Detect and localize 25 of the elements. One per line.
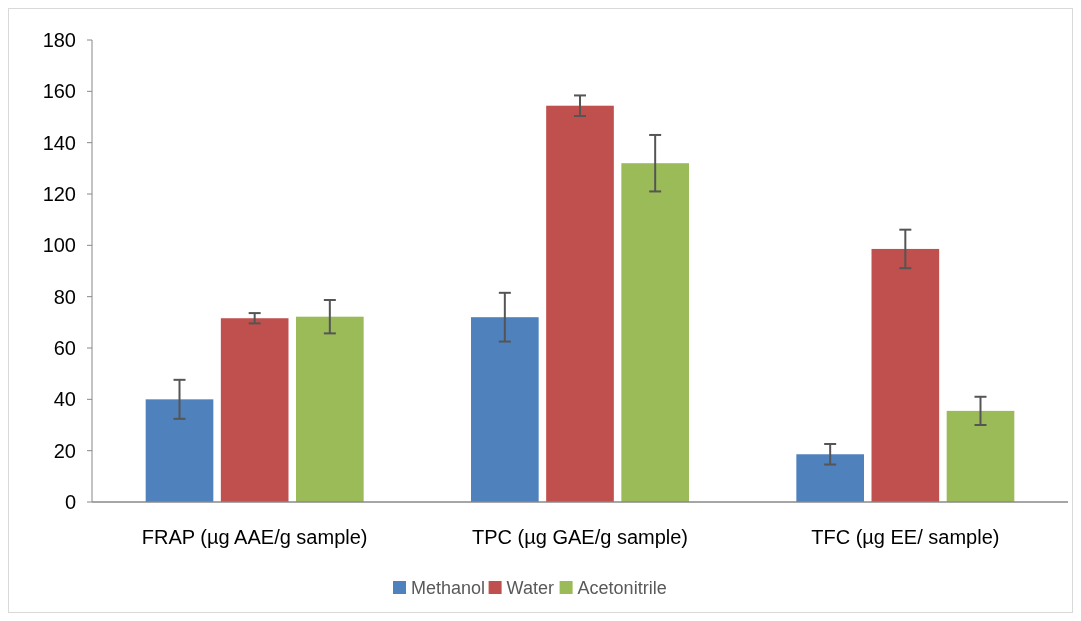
bar bbox=[220, 318, 289, 502]
x-tick-label: FRAP (µg AAE/g sample) bbox=[141, 526, 368, 548]
y-tick-label: 0 bbox=[64, 491, 76, 513]
bar bbox=[946, 410, 1015, 502]
legend-label: Water bbox=[506, 578, 554, 599]
bar bbox=[296, 316, 364, 502]
y-tick-label: 80 bbox=[53, 285, 76, 308]
bar bbox=[145, 399, 214, 502]
x-tick-label: TFC (µg EE/ sample) bbox=[811, 526, 1000, 548]
y-tick-label: 100 bbox=[42, 234, 76, 257]
bar bbox=[621, 163, 689, 502]
y-tick-label: 120 bbox=[42, 183, 76, 205]
y-tick-label: 20 bbox=[53, 439, 76, 462]
bar bbox=[796, 454, 864, 502]
legend-label: Acetonitrile bbox=[577, 578, 667, 599]
x-tick-label: TPC (µg GAE/g sample) bbox=[471, 526, 689, 548]
y-tick-label: 140 bbox=[42, 131, 76, 154]
bar bbox=[546, 105, 614, 502]
bar bbox=[871, 248, 940, 502]
y-tick-label: 60 bbox=[53, 337, 76, 359]
y-tick-label: 40 bbox=[53, 388, 76, 411]
bar bbox=[471, 317, 539, 502]
y-tick-label: 180 bbox=[42, 29, 76, 51]
y-tick-label: 160 bbox=[42, 80, 76, 103]
legend-label: Methanol bbox=[411, 578, 486, 599]
